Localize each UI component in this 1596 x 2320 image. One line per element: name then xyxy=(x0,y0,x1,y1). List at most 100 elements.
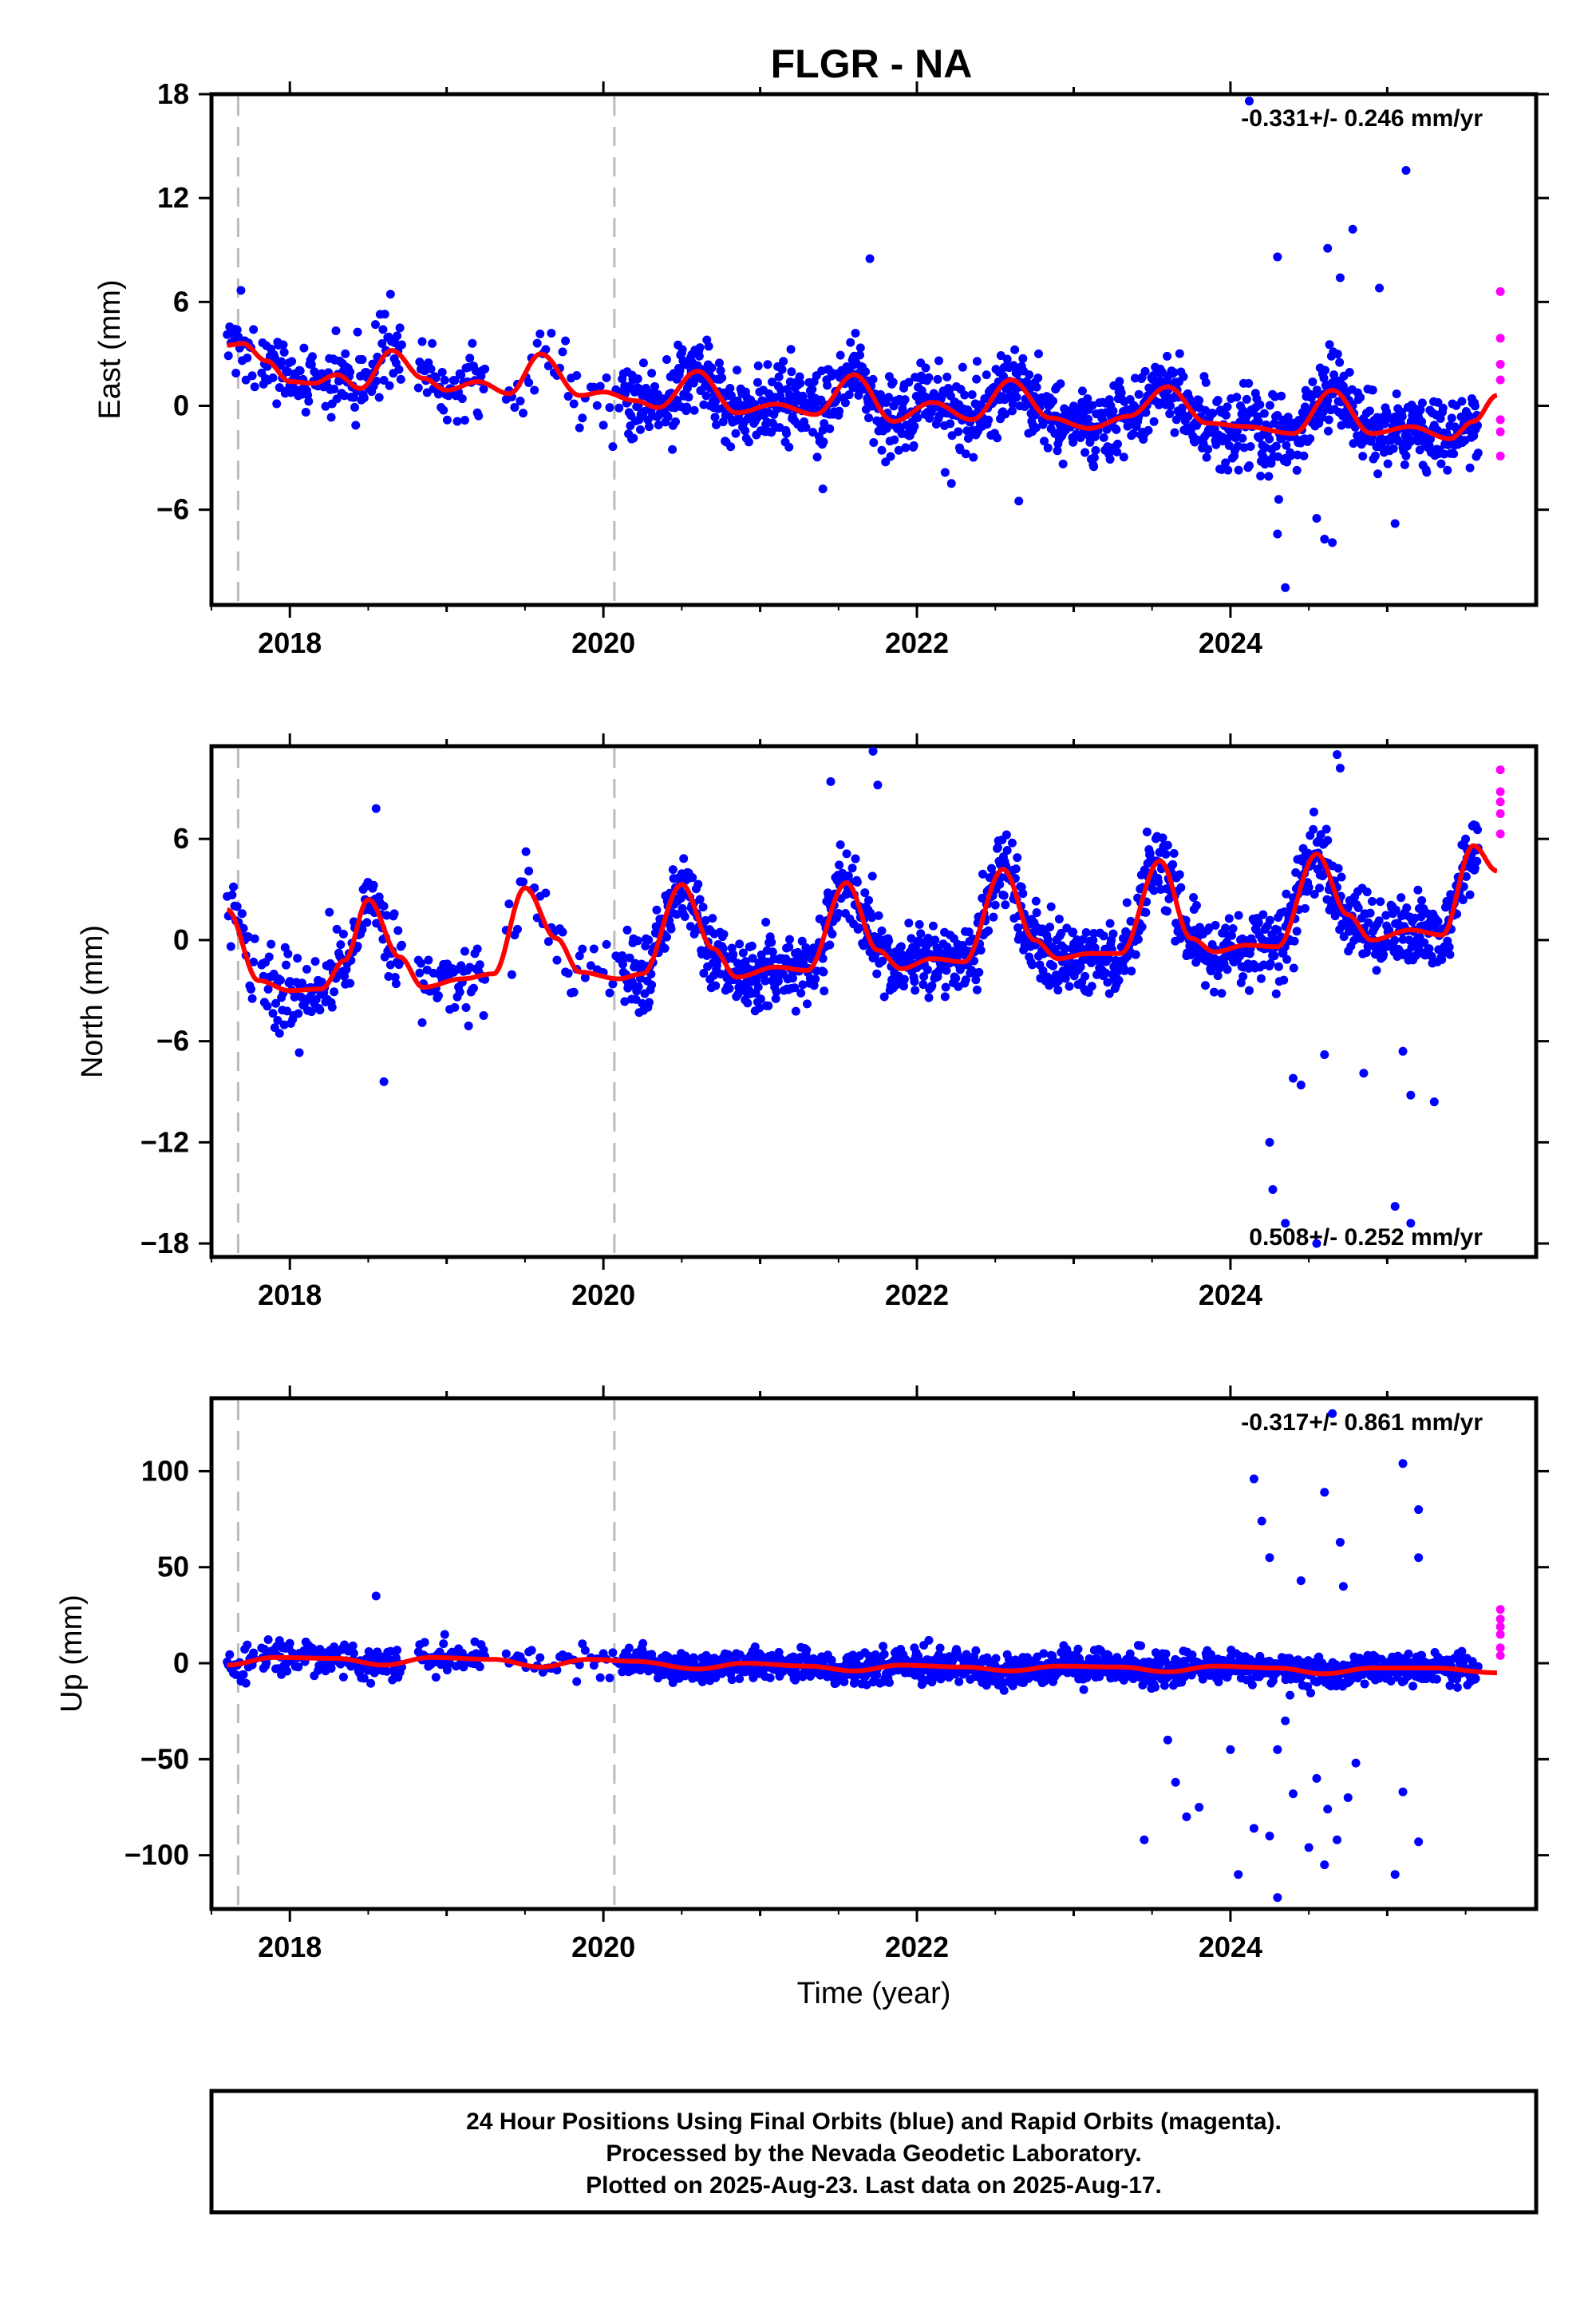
east-data-point xyxy=(231,369,240,377)
north-data-point xyxy=(811,974,820,983)
north-data-point xyxy=(1334,864,1343,873)
east-xtick-label: 2020 xyxy=(571,626,635,659)
east-data-point xyxy=(608,442,617,451)
east-data-point xyxy=(705,342,713,350)
north-data-point xyxy=(1033,908,1041,917)
east-data-point xyxy=(1260,409,1269,418)
north-data-point xyxy=(1134,935,1143,944)
east-data-point xyxy=(819,437,828,446)
east-data-point xyxy=(846,338,855,347)
north-data-point xyxy=(275,1029,284,1037)
north-data-point xyxy=(504,899,513,908)
east-data-point xyxy=(969,453,978,462)
up-ytick-label: −50 xyxy=(140,1742,189,1775)
east-data-point xyxy=(1044,444,1053,453)
north-data-point xyxy=(1082,928,1091,937)
east-data-point xyxy=(480,365,489,373)
north-outlier-point xyxy=(1391,1202,1400,1211)
east-data-point xyxy=(972,375,981,384)
east-rapid-point xyxy=(1496,360,1505,369)
north-data-point xyxy=(476,960,484,969)
east-data-point xyxy=(1163,352,1171,361)
east-data-point xyxy=(1274,495,1283,504)
east-ytick-label: 12 xyxy=(157,181,189,214)
east-data-point xyxy=(864,413,873,422)
north-data-point xyxy=(418,1018,427,1027)
up-data-point xyxy=(936,1644,945,1653)
north-data-point xyxy=(1192,901,1201,910)
north-data-point xyxy=(1001,900,1009,909)
east-data-point xyxy=(910,422,918,431)
up-data-point xyxy=(440,1630,449,1639)
east-outlier-point xyxy=(1328,538,1337,547)
north-data-point xyxy=(785,935,794,944)
north-data-point xyxy=(1290,937,1299,946)
north-data-point xyxy=(251,935,259,943)
east-data-point xyxy=(1393,389,1401,398)
east-outlier-point xyxy=(1245,97,1254,105)
east-data-point xyxy=(1033,383,1041,392)
up-data-point xyxy=(421,1638,429,1646)
north-data-point xyxy=(1013,923,1022,932)
up-data-point xyxy=(1408,1682,1417,1690)
north-rapid-point xyxy=(1496,788,1505,796)
north-data-point xyxy=(853,878,862,887)
north-data-point xyxy=(878,927,887,935)
up-data-point xyxy=(954,1678,963,1686)
up-ylabel: Up (mm) xyxy=(55,1595,89,1713)
north-data-point xyxy=(315,1006,324,1014)
north-data-point xyxy=(552,956,561,965)
east-data-point xyxy=(308,352,317,361)
north-data-point xyxy=(1379,951,1388,959)
north-data-point xyxy=(1163,907,1171,915)
north-outlier-point xyxy=(1320,1050,1329,1059)
north-data-point xyxy=(1305,883,1314,891)
north-data-point xyxy=(1108,930,1117,939)
east-data-point xyxy=(1373,469,1382,478)
east-data-point xyxy=(645,422,654,431)
north-xtick-label: 2024 xyxy=(1199,1279,1262,1311)
north-data-point xyxy=(524,867,533,875)
north-data-point xyxy=(1100,931,1108,940)
north-data-point xyxy=(1000,891,1009,900)
north-data-point xyxy=(1363,887,1372,896)
north-outlier-point xyxy=(826,777,835,786)
east-data-point xyxy=(519,409,527,417)
east-data-point xyxy=(808,385,816,393)
north-data-point xyxy=(1270,951,1278,960)
north-data-point xyxy=(923,966,932,974)
north-outlier-point xyxy=(1266,1138,1274,1147)
east-data-point xyxy=(572,371,581,380)
north-data-point xyxy=(1235,911,1243,919)
north-data-point xyxy=(941,992,950,1001)
east-outlier-point xyxy=(1320,535,1329,543)
north-data-point xyxy=(897,943,906,951)
east-data-point xyxy=(1100,433,1108,442)
east-data-point xyxy=(1272,442,1281,451)
east-data-point xyxy=(1025,370,1033,379)
east-data-point xyxy=(901,395,910,404)
east-data-point xyxy=(764,360,772,369)
east-data-point xyxy=(1471,401,1479,410)
east-outlier-point xyxy=(1014,496,1023,505)
east-data-point xyxy=(596,381,605,390)
north-data-point xyxy=(346,979,354,988)
north-data-point xyxy=(772,987,781,996)
east-data-point xyxy=(575,424,584,433)
north-data-point xyxy=(1047,903,1056,911)
north-data-point xyxy=(480,1011,488,1020)
up-data-point xyxy=(728,1675,737,1684)
east-data-point xyxy=(717,373,726,382)
east-ytick-label: 0 xyxy=(173,389,189,422)
north-data-point xyxy=(1310,808,1318,816)
east-data-point xyxy=(386,290,395,298)
north-data-point xyxy=(757,994,765,1003)
east-rapid-point xyxy=(1496,334,1505,342)
up-data-point xyxy=(1248,1681,1257,1690)
east-data-point xyxy=(378,325,387,334)
north-data-point xyxy=(339,930,348,939)
east-outlier-point xyxy=(1349,225,1357,234)
north-data-point xyxy=(974,968,983,977)
north-outlier-point xyxy=(869,747,878,756)
